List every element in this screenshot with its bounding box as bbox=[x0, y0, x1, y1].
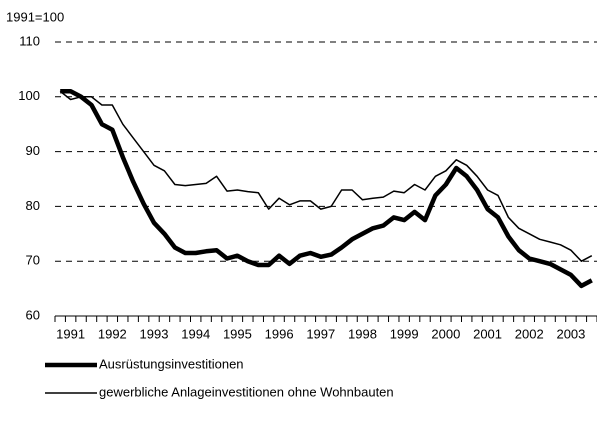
x-tick-label: 2002 bbox=[515, 326, 544, 341]
line-series bbox=[59, 90, 593, 262]
x-tick-label: 1997 bbox=[306, 326, 335, 341]
y-axis-label: 1991=100 bbox=[6, 9, 64, 24]
x-tick-label: 1999 bbox=[390, 326, 419, 341]
x-tick-label: 1992 bbox=[98, 326, 127, 341]
y-tick-label: 110 bbox=[19, 33, 40, 48]
y-tick-label: 60 bbox=[26, 307, 40, 322]
line-series bbox=[60, 89, 593, 289]
x-tick-label: 2000 bbox=[431, 326, 460, 341]
x-tick-label: 1993 bbox=[140, 326, 169, 341]
y-tick-label: 100 bbox=[18, 88, 40, 103]
y-tick-label: 90 bbox=[26, 143, 40, 158]
y-tick-label: 80 bbox=[26, 198, 40, 213]
x-tick-label: 2003 bbox=[556, 326, 585, 341]
x-tick-label: 1995 bbox=[223, 326, 252, 341]
y-tick-label: 70 bbox=[26, 253, 40, 268]
x-tick-label: 1998 bbox=[348, 326, 377, 341]
legend-label: gewerbliche Anlageinvestitionen ohne Woh… bbox=[99, 384, 394, 399]
x-tick-label: 1994 bbox=[181, 326, 210, 341]
legend-label: Ausrüstungsinvestitionen bbox=[99, 356, 244, 371]
x-tick-label: 1991 bbox=[56, 326, 85, 341]
x-tick-label: 1996 bbox=[265, 326, 294, 341]
x-tick-label: 2001 bbox=[473, 326, 502, 341]
